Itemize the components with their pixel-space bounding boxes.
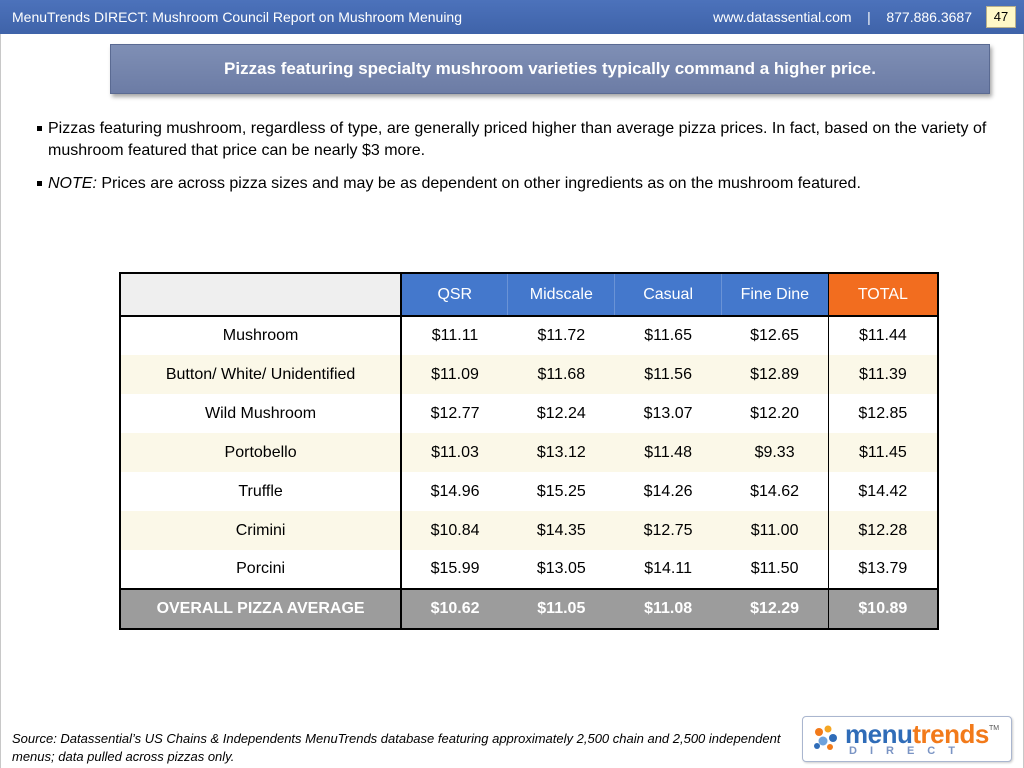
logo-wordmark: menutrends [845, 719, 989, 750]
table-cell-total: $14.42 [827, 472, 938, 511]
footer-cell-total: $10.89 [827, 588, 938, 629]
bullet-text: Prices are across pizza sizes and may be… [101, 175, 861, 192]
table-row: Truffle $14.96 $15.25 $14.26 $14.62 $14.… [120, 472, 938, 511]
table-row: Crimini $10.84 $14.35 $12.75 $11.00 $12.… [120, 511, 938, 550]
table-cell: $11.68 [507, 355, 615, 394]
table-cell: $10.84 [401, 511, 508, 550]
table-cell: $13.07 [614, 394, 722, 433]
table-cell: $13.05 [507, 550, 615, 589]
table-cell-total: $13.79 [827, 550, 938, 589]
document-title: MenuTrends DIRECT: Mushroom Council Repo… [12, 9, 462, 25]
column-header: Fine Dine [720, 273, 829, 317]
header-bar: MenuTrends DIRECT: Mushroom Council Repo… [0, 0, 1024, 34]
column-header: Midscale [507, 273, 615, 317]
logo-word-menu: menu [845, 719, 913, 749]
table-cell: $11.72 [507, 316, 615, 355]
logo-subtitle: DIRECT [849, 745, 968, 757]
table-cell: $12.89 [721, 355, 829, 394]
logo-trademark: TM [989, 725, 1000, 732]
website-link[interactable]: www.datassential.com [713, 9, 852, 25]
table-cell: $12.65 [721, 316, 829, 355]
table-cell-total: $12.85 [827, 394, 938, 433]
row-label: Truffle [120, 472, 403, 511]
column-header: Casual [614, 273, 722, 317]
source-note: Source: Datassential’s US Chains & Indep… [12, 731, 781, 764]
table-row: Mushroom $11.11 $11.72 $11.65 $12.65 $11… [120, 316, 938, 355]
table-cell: $11.48 [614, 433, 722, 472]
table-cell: $9.33 [721, 433, 829, 472]
column-header-total: TOTAL [827, 273, 938, 317]
table-cell: $14.96 [401, 472, 508, 511]
table-row: Portobello $11.03 $13.12 $11.48 $9.33 $1… [120, 433, 938, 472]
table-cell: $12.20 [721, 394, 829, 433]
table-cell: $11.50 [721, 550, 829, 589]
footer-cell: $12.29 [721, 588, 829, 629]
table-cell: $12.77 [401, 394, 508, 433]
row-label: Mushroom [120, 316, 403, 355]
bullet-item: NOTE: Prices are across pizza sizes and … [36, 173, 996, 195]
table-cell: $14.11 [614, 550, 722, 589]
table-cell: $15.25 [507, 472, 615, 511]
table-cell: $11.11 [401, 316, 508, 355]
table-cell: $14.62 [721, 472, 829, 511]
phone-number: 877.886.3687 [886, 9, 972, 25]
table-cell-total: $12.28 [827, 511, 938, 550]
table-cell: $11.03 [401, 433, 508, 472]
menutrends-direct-logo: menutrends TM DIRECT [802, 716, 1012, 762]
row-label: Portobello [120, 433, 403, 472]
table-cell-total: $11.45 [827, 433, 938, 472]
separator: | [867, 9, 871, 25]
contact-info: www.datassential.com | 877.886.3687 [713, 9, 972, 25]
table-cell: $11.65 [614, 316, 722, 355]
row-label: Porcini [120, 550, 403, 589]
footer-cell: $10.62 [401, 588, 508, 629]
row-label: Wild Mushroom [120, 394, 403, 433]
logo-word-trends: trends [912, 719, 989, 749]
bullet-list: Pizzas featuring mushroom, regardless of… [36, 118, 996, 206]
headline-banner: Pizzas featuring specialty mushroom vari… [110, 44, 990, 94]
column-header: QSR [400, 273, 508, 317]
table-cell: $12.24 [507, 394, 615, 433]
table-footer-row: OVERALL PIZZA AVERAGE $10.62 $11.05 $11.… [120, 588, 938, 629]
bullet-text: Pizzas featuring mushroom, regardless of… [48, 120, 987, 159]
table-row: Porcini $15.99 $13.05 $14.11 $11.50 $13.… [120, 550, 938, 589]
table-header-row: QSR Midscale Casual Fine Dine TOTAL [120, 273, 938, 317]
puzzle-piece-icon [814, 725, 837, 750]
footer-cell: $11.08 [614, 588, 722, 629]
page-number: 47 [986, 6, 1016, 28]
bullet-item: Pizzas featuring mushroom, regardless of… [36, 118, 996, 162]
left-frame-border [0, 34, 1, 768]
price-table: QSR Midscale Casual Fine Dine TOTAL Mush… [119, 272, 939, 630]
table-cell: $11.56 [614, 355, 722, 394]
table-cell: $12.75 [614, 511, 722, 550]
footer-cell: $11.05 [507, 588, 615, 629]
table-cell-total: $11.39 [827, 355, 938, 394]
table-corner-cell [120, 273, 403, 317]
table-cell: $14.26 [614, 472, 722, 511]
footer-label: OVERALL PIZZA AVERAGE [120, 588, 403, 629]
table-cell: $14.35 [507, 511, 615, 550]
table-cell: $11.00 [721, 511, 829, 550]
table-cell: $13.12 [507, 433, 615, 472]
table-row: Wild Mushroom $12.77 $12.24 $13.07 $12.2… [120, 394, 938, 433]
table-row: Button/ White/ Unidentified $11.09 $11.6… [120, 355, 938, 394]
row-label: Button/ White/ Unidentified [120, 355, 403, 394]
table-cell: $11.09 [401, 355, 508, 394]
bullet-lead: NOTE: [48, 175, 97, 192]
row-label: Crimini [120, 511, 403, 550]
table-cell-total: $11.44 [827, 316, 938, 355]
table-cell: $15.99 [401, 550, 508, 589]
